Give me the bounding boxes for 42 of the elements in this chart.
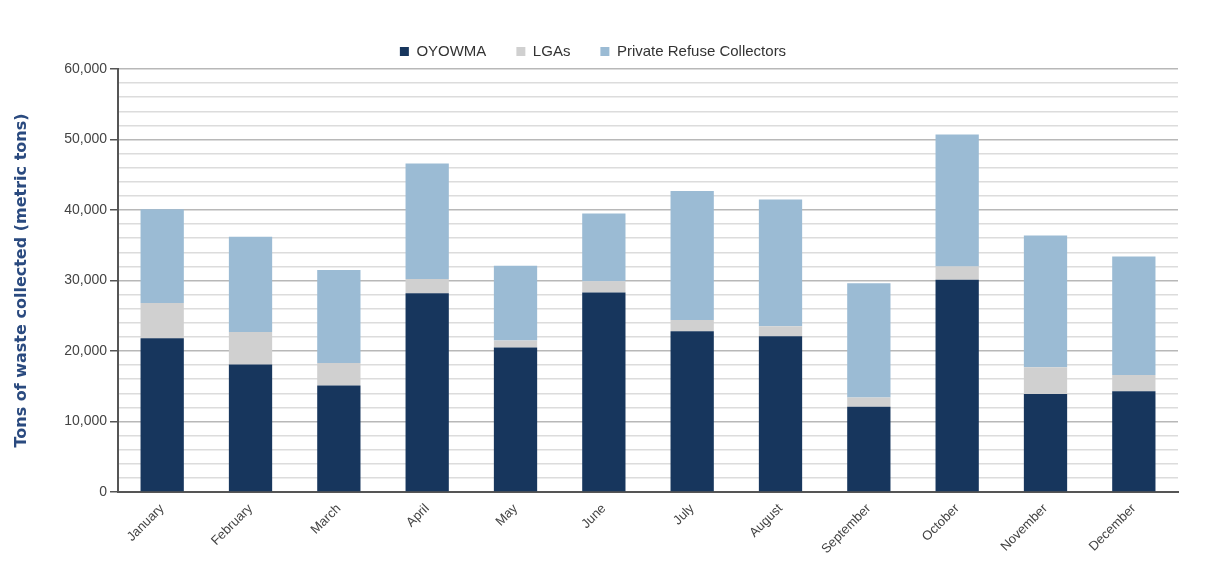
bar	[405, 279, 449, 294]
bar	[317, 385, 361, 492]
bar	[582, 213, 626, 282]
bar	[228, 364, 273, 492]
bar	[493, 347, 538, 492]
x-tick-label: July	[669, 500, 698, 528]
bar	[405, 293, 449, 492]
bar	[228, 236, 273, 332]
bar	[1023, 235, 1068, 368]
bar	[493, 265, 538, 341]
y-tick-label: 0	[99, 482, 108, 499]
y-tick-label: 40,000	[64, 200, 108, 217]
y-tick-label: 50,000	[64, 130, 108, 147]
bar	[317, 269, 361, 363]
bar	[670, 331, 714, 492]
bar	[1112, 256, 1156, 375]
bar	[935, 134, 979, 267]
bar	[405, 163, 449, 280]
bar	[758, 199, 803, 327]
bar	[140, 338, 184, 492]
bar	[670, 190, 714, 320]
bar	[582, 281, 626, 293]
bar	[847, 406, 891, 492]
bar	[140, 209, 184, 304]
bar	[1023, 394, 1068, 492]
bar	[935, 279, 979, 492]
bar	[847, 283, 891, 398]
legend-label: OYOWMA	[416, 41, 487, 59]
bar	[493, 340, 538, 348]
bar	[847, 397, 891, 407]
y-axis-title: Tons of waste collected (metric tons)	[10, 113, 30, 448]
bar	[1112, 391, 1156, 492]
y-tick-label: 30,000	[64, 271, 108, 288]
y-tick-label: 10,000	[64, 412, 108, 429]
y-tick-label: 20,000	[64, 341, 108, 358]
bar	[758, 326, 803, 337]
y-tick-label: 60,000	[64, 59, 108, 76]
x-tick-label: May	[492, 500, 521, 529]
bar	[758, 336, 803, 492]
legend-label: LGAs	[532, 41, 571, 59]
legend-label: Private Refuse Collectors	[616, 41, 787, 59]
bar	[582, 292, 626, 492]
